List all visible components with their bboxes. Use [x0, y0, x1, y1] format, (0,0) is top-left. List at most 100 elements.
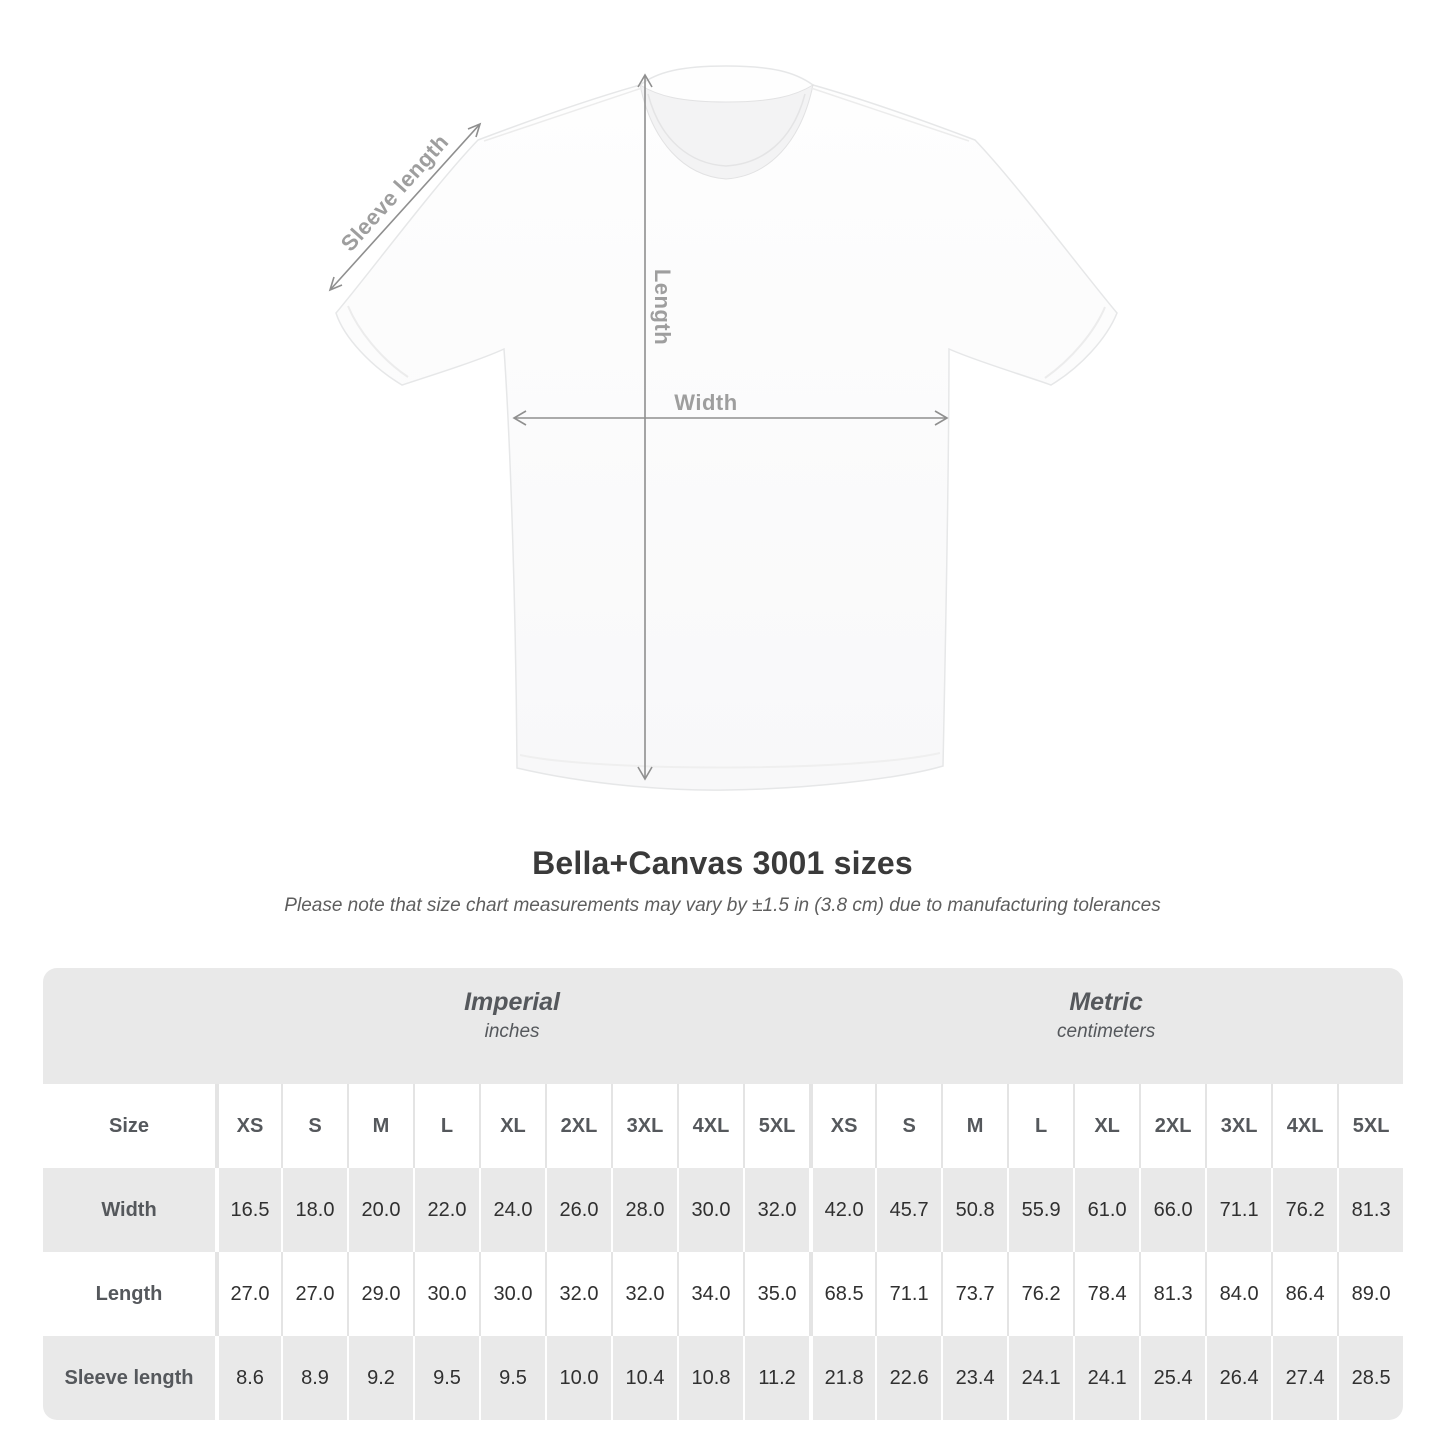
cell-sleeve-length-imperial-m: 9.2 — [347, 1336, 413, 1420]
cell-sleeve-length-metric-3xl: 26.4 — [1205, 1336, 1272, 1420]
cell-width-imperial-s: 18.0 — [281, 1168, 347, 1252]
size-header-metric-2xl: 2XL — [1139, 1084, 1206, 1168]
cell-length-imperial-xl: 30.0 — [479, 1252, 545, 1336]
cell-width-metric-4xl: 76.2 — [1271, 1168, 1338, 1252]
cell-sleeve-length-metric-xs: 21.8 — [809, 1336, 876, 1420]
size-header-imperial-5xl: 5XL — [743, 1084, 810, 1168]
size-header-metric-4xl: 4XL — [1271, 1084, 1338, 1168]
cell-width-metric-2xl: 66.0 — [1139, 1168, 1206, 1252]
cell-length-imperial-l: 30.0 — [413, 1252, 479, 1336]
cell-length-imperial-3xl: 32.0 — [611, 1252, 677, 1336]
cell-width-metric-3xl: 71.1 — [1205, 1168, 1272, 1252]
tshirt-diagram: Sleeve length Length Width — [280, 50, 1160, 850]
cell-sleeve-length-imperial-xs: 8.6 — [215, 1336, 281, 1420]
size-header-metric-l: L — [1007, 1084, 1074, 1168]
metric-header: Metric centimeters — [809, 968, 1403, 1084]
length-row-label: Length — [43, 1252, 215, 1336]
tolerance-note: Please note that size chart measurements… — [284, 895, 1161, 916]
cell-length-imperial-s: 27.0 — [281, 1252, 347, 1336]
length-label: Length — [650, 268, 675, 346]
cell-length-metric-xl: 78.4 — [1073, 1252, 1140, 1336]
size-header-imperial-4xl: 4XL — [677, 1084, 743, 1168]
size-header-imperial-m: M — [347, 1084, 413, 1168]
cell-length-imperial-2xl: 32.0 — [545, 1252, 611, 1336]
width-row-label: Width — [43, 1168, 215, 1252]
cell-sleeve-length-imperial-2xl: 10.0 — [545, 1336, 611, 1420]
size-header-imperial-xl: XL — [479, 1084, 545, 1168]
sleeve-length-row-label: Sleeve length — [43, 1336, 215, 1420]
width-label: Width — [674, 390, 738, 415]
cell-sleeve-length-imperial-l: 9.5 — [413, 1336, 479, 1420]
width-arrow — [512, 410, 949, 426]
cell-sleeve-length-metric-5xl: 28.5 — [1337, 1336, 1403, 1420]
cell-width-metric-xs: 42.0 — [809, 1168, 876, 1252]
cell-width-imperial-5xl: 32.0 — [743, 1168, 810, 1252]
size-header-metric-xl: XL — [1073, 1084, 1140, 1168]
cell-length-imperial-xs: 27.0 — [215, 1252, 281, 1336]
cell-sleeve-length-metric-s: 22.6 — [875, 1336, 942, 1420]
cell-width-metric-m: 50.8 — [941, 1168, 1008, 1252]
size-header-metric-3xl: 3XL — [1205, 1084, 1272, 1168]
cell-sleeve-length-imperial-5xl: 11.2 — [743, 1336, 810, 1420]
tshirt-silhouette — [335, 65, 1118, 791]
cell-length-metric-xs: 68.5 — [809, 1252, 876, 1336]
imperial-unit: inches — [484, 1021, 540, 1042]
size-header-metric-xs: XS — [809, 1084, 876, 1168]
cell-width-imperial-xl: 24.0 — [479, 1168, 545, 1252]
imperial-title: Imperial — [464, 988, 560, 1016]
cell-sleeve-length-imperial-4xl: 10.8 — [677, 1336, 743, 1420]
cell-width-metric-l: 55.9 — [1007, 1168, 1074, 1252]
cell-width-imperial-2xl: 26.0 — [545, 1168, 611, 1252]
metric-title: Metric — [1069, 988, 1143, 1016]
cell-sleeve-length-imperial-xl: 9.5 — [479, 1336, 545, 1420]
sleeve-length-arrow — [328, 122, 482, 292]
cell-length-imperial-m: 29.0 — [347, 1252, 413, 1336]
title-block: Bella+Canvas 3001 sizes Please note that… — [0, 846, 1445, 917]
cell-width-imperial-m: 20.0 — [347, 1168, 413, 1252]
cell-sleeve-length-metric-l: 24.1 — [1007, 1336, 1074, 1420]
size-table: Imperial inches Metric centimeters Size … — [43, 968, 1403, 1420]
size-header-imperial-3xl: 3XL — [611, 1084, 677, 1168]
size-header-imperial-l: L — [413, 1084, 479, 1168]
cell-length-metric-5xl: 89.0 — [1337, 1252, 1403, 1336]
cell-sleeve-length-metric-4xl: 27.4 — [1271, 1336, 1338, 1420]
cell-width-metric-5xl: 81.3 — [1337, 1168, 1403, 1252]
cell-length-metric-3xl: 84.0 — [1205, 1252, 1272, 1336]
cell-sleeve-length-metric-xl: 24.1 — [1073, 1336, 1140, 1420]
cell-length-imperial-5xl: 35.0 — [743, 1252, 810, 1336]
imperial-header: Imperial inches — [215, 968, 810, 1084]
cell-width-imperial-xs: 16.5 — [215, 1168, 281, 1252]
length-arrow — [637, 73, 653, 781]
cell-width-imperial-l: 22.0 — [413, 1168, 479, 1252]
size-header-metric-m: M — [941, 1084, 1008, 1168]
cell-length-metric-l: 76.2 — [1007, 1252, 1074, 1336]
length-row: Length 27.0 27.0 29.0 30.0 30.0 32.0 32.0 34.0 3… — [43, 1252, 1403, 1336]
cell-length-metric-2xl: 81.3 — [1139, 1252, 1206, 1336]
page-title: Bella+Canvas 3001 sizes — [532, 845, 913, 881]
cell-sleeve-length-metric-2xl: 25.4 — [1139, 1336, 1206, 1420]
size-header-imperial-xs: XS — [215, 1084, 281, 1168]
size-header-metric-s: S — [875, 1084, 942, 1168]
cell-length-metric-s: 71.1 — [875, 1252, 942, 1336]
size-header-metric-5xl: 5XL — [1337, 1084, 1403, 1168]
unit-header-spacer — [43, 968, 215, 1084]
size-header-imperial-s: S — [281, 1084, 347, 1168]
size-header-imperial-2xl: 2XL — [545, 1084, 611, 1168]
cell-sleeve-length-imperial-s: 8.9 — [281, 1336, 347, 1420]
cell-width-metric-s: 45.7 — [875, 1168, 942, 1252]
tshirt-image — [328, 65, 1118, 791]
cell-width-imperial-3xl: 28.0 — [611, 1168, 677, 1252]
cell-width-metric-xl: 61.0 — [1073, 1168, 1140, 1252]
cell-sleeve-length-metric-m: 23.4 — [941, 1336, 1008, 1420]
cell-length-imperial-4xl: 34.0 — [677, 1252, 743, 1336]
cell-length-metric-4xl: 86.4 — [1271, 1252, 1338, 1336]
cell-width-imperial-4xl: 30.0 — [677, 1168, 743, 1252]
metric-unit: centimeters — [1057, 1021, 1156, 1042]
size-header-row: Size XS S M L XL 2XL 3XL 4XL 5XL XS S M L XL 2XL 3XL 4XL… — [43, 1084, 1403, 1168]
cell-sleeve-length-imperial-3xl: 10.4 — [611, 1336, 677, 1420]
width-row: Width 16.5 18.0 20.0 22.0 24.0 26.0 28.0 30.0 32… — [43, 1168, 1403, 1252]
unit-header-row: Imperial inches Metric centimeters — [43, 968, 1403, 1084]
cell-length-metric-m: 73.7 — [941, 1252, 1008, 1336]
sleeve-length-row: Sleeve length 8.6 8.9 9.2 9.5 9.5 10.0 10.4 10.… — [43, 1336, 1403, 1420]
